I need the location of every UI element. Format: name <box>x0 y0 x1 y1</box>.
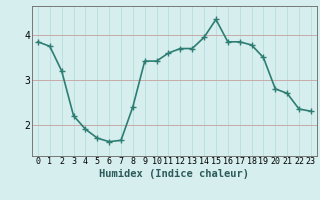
X-axis label: Humidex (Indice chaleur): Humidex (Indice chaleur) <box>100 169 249 179</box>
